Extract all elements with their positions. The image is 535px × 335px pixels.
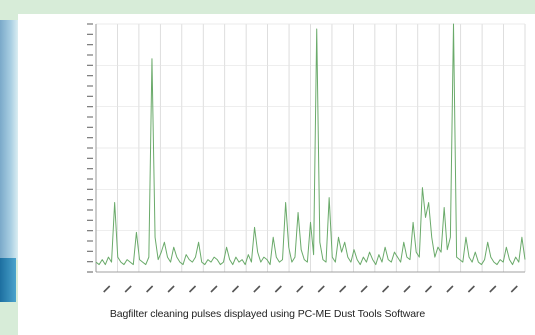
x-tick-mark: [424, 285, 433, 293]
pulse-chart: [87, 23, 526, 293]
x-tick-mark: [467, 285, 475, 293]
x-tick-mark: [489, 285, 497, 293]
y-axis-ticks: [87, 23, 93, 273]
x-axis-tick-marks: [103, 285, 518, 293]
x-tick-mark: [231, 285, 239, 293]
x-tick-mark: [253, 285, 261, 293]
x-tick-mark: [510, 285, 518, 293]
x-tick-mark: [317, 285, 325, 293]
x-tick-mark: [339, 285, 347, 293]
x-tick-mark: [360, 285, 368, 293]
x-tick-mark: [403, 285, 411, 293]
chart-caption: Bagfilter cleaning pulses displayed usin…: [109, 308, 426, 320]
x-tick-mark: [210, 285, 218, 293]
chart-panel: [18, 14, 535, 335]
pulse-series-line: [95, 23, 526, 266]
x-tick-mark: [167, 285, 175, 293]
x-tick-mark: [446, 285, 454, 293]
left-decorative-block: [0, 258, 16, 302]
x-tick-mark: [296, 285, 304, 293]
x-tick-mark: [188, 285, 197, 293]
x-tick-mark: [124, 285, 132, 293]
x-tick-mark: [146, 285, 154, 293]
x-tick-mark: [103, 285, 111, 293]
x-tick-mark: [382, 285, 390, 293]
left-decorative-strip: [0, 20, 18, 260]
x-tick-mark: [274, 285, 282, 293]
